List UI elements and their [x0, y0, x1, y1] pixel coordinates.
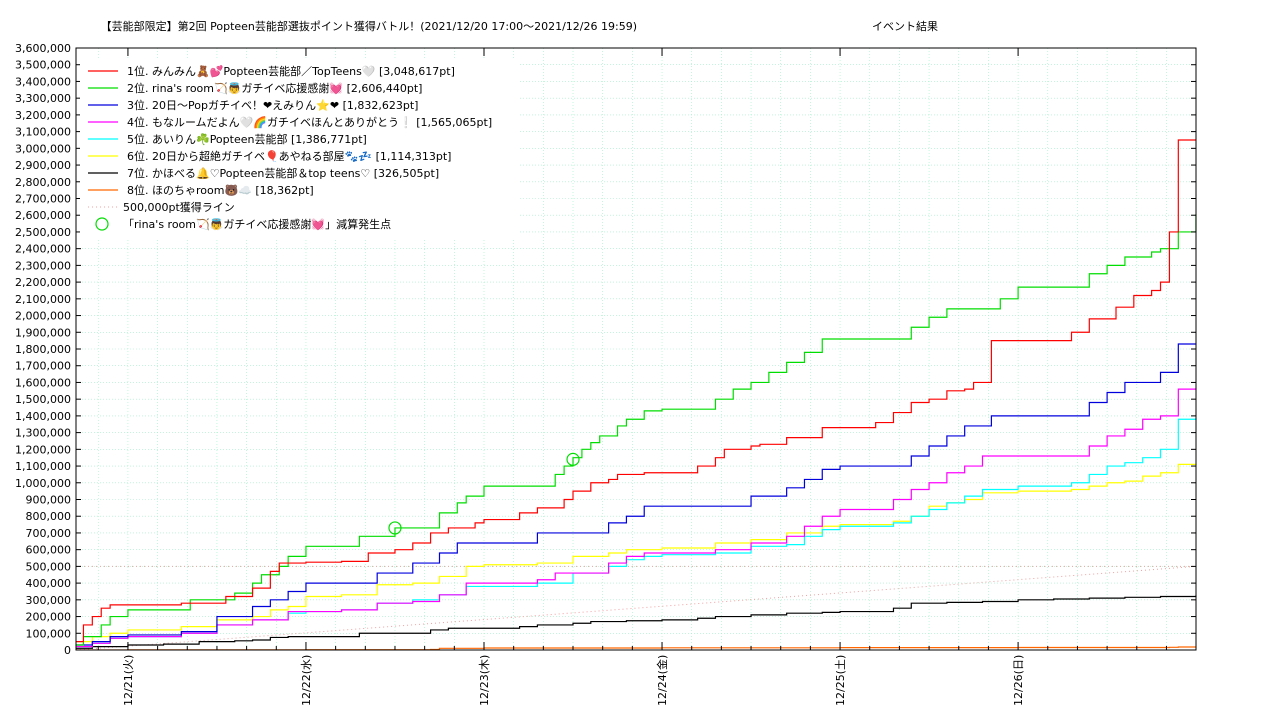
reference-line-500k [75, 565, 1197, 651]
y-tick-label: 2,900,000 [15, 159, 71, 172]
y-tick-label: 2,300,000 [15, 259, 71, 272]
y-tick-label: 1,400,000 [15, 410, 71, 423]
reference-line-layer [75, 565, 1197, 651]
legend-label-2: 2位. rina's room🏹👼ガチイベ応援感謝💓 [2,606,440pt] [127, 81, 422, 95]
axis-layer: 0 100,000 200,000 300,000 400,000 500,000 600,… [15, 42, 1197, 706]
x-tick-label: 12/26(日) [1012, 655, 1025, 706]
legend-label-6: 6位. 20日から超絶ガチイベ🎈あやねる部屋🐾💤 [1,114,313pt] [127, 149, 451, 163]
y-tick-label: 0 [64, 644, 71, 657]
y-tick-label: 2,700,000 [15, 193, 71, 206]
y-tick-label: 3,500,000 [15, 59, 71, 72]
legend-label-5: 5位. あいりん☘️Popteen芸能部 [1,386,771pt] [127, 132, 367, 146]
y-tick-label: 1,000,000 [15, 477, 71, 490]
legend: 1位. みんみん🧸💕Popteen芸能部／TopTeens🤍 [3,048,61… [80, 58, 520, 240]
y-tick-label: 900,000 [26, 494, 72, 507]
legend-label-4: 4位. もなルームだよん🤍🌈ガチイベほんとありがとう❕ [1,565,065pt… [127, 115, 492, 129]
legend-label-3: 3位. 20日〜Popガチイベ！❤えみりん⭐❤ [1,832,623pt] [127, 98, 418, 112]
decrease-marker [566, 452, 580, 466]
y-tick-label: 3,100,000 [15, 126, 71, 139]
y-tick-label: 3,400,000 [15, 75, 71, 88]
legend-background [80, 58, 520, 240]
series-line-4 [76, 388, 1197, 648]
legend-label-8: 8位. ほのちゃroom🐻☁️ [18,362pt] [127, 183, 314, 197]
legend-label-7: 7位. かほべる🔔♡Popteen芸能部＆top teens♡ [326,505… [127, 166, 439, 180]
y-tick-label: 1,700,000 [15, 360, 71, 373]
series-line-8 [76, 646, 1197, 651]
x-tick-label: 12/25(土) [834, 655, 847, 706]
x-tick-label: 12/22(水) [300, 655, 313, 706]
x-tick-label: 12/24(金) [655, 655, 669, 706]
marker-layer [388, 452, 580, 535]
y-tick-label: 2,200,000 [15, 276, 71, 289]
y-tick-label: 1,500,000 [15, 393, 71, 406]
chart-title: 【芸能部限定】第2回 Popteen芸能部選抜ポイント獲得バトル！(2021/1… [101, 19, 637, 33]
y-tick-label: 2,800,000 [15, 176, 71, 189]
series-line-2 [76, 214, 1197, 646]
y-tick-label: 3,300,000 [15, 92, 71, 105]
y-tick-label: 2,600,000 [15, 209, 71, 222]
decrease-marker [388, 521, 402, 535]
y-tick-label: 200,000 [26, 611, 72, 624]
y-tick-label: 1,300,000 [15, 427, 71, 440]
y-tick-label: 3,200,000 [15, 109, 71, 122]
chart-subtitle: イベント結果 [872, 19, 938, 33]
series-line-6 [76, 463, 1197, 643]
y-tick-label: 100,000 [26, 627, 72, 640]
y-tick-label: 1,800,000 [15, 343, 71, 356]
y-tick-label: 2,500,000 [15, 226, 71, 239]
y-tick-label: 600,000 [26, 544, 72, 557]
legend-swatch-marker [95, 217, 109, 231]
series-line-1 [76, 139, 1196, 643]
y-tick-label: 1,900,000 [15, 326, 71, 339]
x-tick-label: 12/23(木) [478, 655, 491, 706]
y-tick-label: 1,200,000 [15, 443, 71, 456]
series-line-3 [76, 343, 1197, 646]
series-layer [76, 139, 1197, 651]
y-tick-label: 700,000 [26, 527, 72, 540]
legend-label-reference: 500,000pt獲得ライン [123, 201, 235, 214]
y-tick-label: 2,400,000 [15, 243, 71, 256]
y-tick-label: 800,000 [26, 510, 72, 523]
legend-label-1: 1位. みんみん🧸💕Popteen芸能部／TopTeens🤍 [3,048,61… [127, 64, 455, 78]
y-tick-label: 1,600,000 [15, 376, 71, 389]
series-line-5 [76, 418, 1197, 648]
legend-label-marker: 「rina's room🏹👼ガチイベ応援感謝💓」減算発生点 [123, 217, 391, 231]
y-tick-label: 400,000 [26, 577, 72, 590]
series-line-7 [76, 595, 1197, 649]
y-tick-label: 1,100,000 [15, 460, 71, 473]
y-tick-label: 2,100,000 [15, 293, 71, 306]
y-tick-label: 2,000,000 [15, 310, 71, 323]
y-tick-label: 300,000 [26, 594, 72, 607]
y-tick-label: 3,000,000 [15, 142, 71, 155]
y-tick-label: 500,000 [26, 560, 72, 573]
y-tick-label: 3,600,000 [15, 42, 71, 55]
x-tick-label: 12/21(火) [122, 655, 135, 706]
